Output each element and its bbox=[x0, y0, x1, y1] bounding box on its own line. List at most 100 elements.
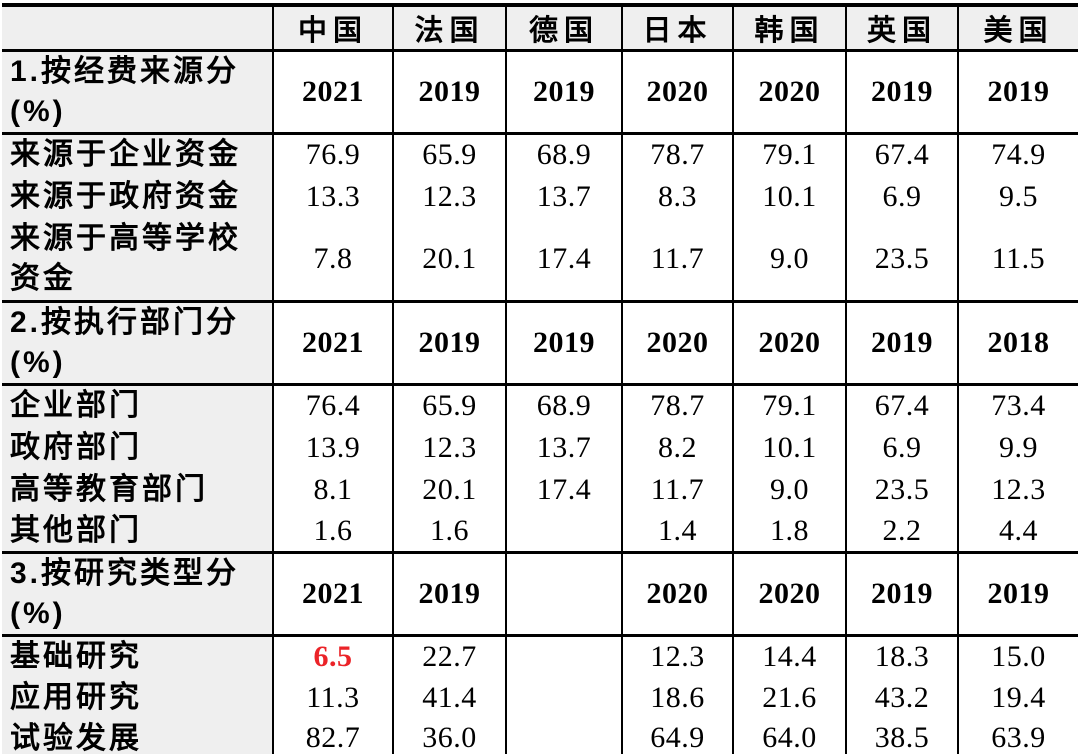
year-cell: 2020 bbox=[732, 300, 846, 386]
col-header-usa: 美国 bbox=[957, 5, 1078, 52]
year-cell: 2019 bbox=[392, 551, 506, 637]
year-cell: 2019 bbox=[957, 551, 1078, 637]
value-cell: 4.4 bbox=[957, 510, 1078, 553]
value-cell: 10.1 bbox=[732, 426, 846, 469]
value-cell: 9.5 bbox=[957, 175, 1078, 218]
value-cell: 13.7 bbox=[505, 175, 622, 218]
value-cell: 76.9 bbox=[272, 133, 393, 176]
year-cell: 2020 bbox=[621, 49, 733, 135]
year-cell: 2018 bbox=[957, 300, 1078, 386]
row-label: 企业部门 bbox=[2, 384, 273, 427]
value-cell bbox=[505, 676, 622, 719]
value-cell: 1.8 bbox=[732, 510, 846, 553]
value-cell: 64.9 bbox=[621, 718, 733, 754]
value-cell: 23.5 bbox=[845, 217, 958, 302]
section-1-title-text: 1.按经费来源分 bbox=[10, 55, 240, 89]
value-cell: 20.1 bbox=[392, 217, 506, 302]
col-header-korea: 韩国 bbox=[732, 5, 846, 52]
row-experimental-development: 试验发展 82.7 36.0 64.9 64.0 38.5 63.9 bbox=[2, 718, 1078, 754]
row-label: 试验发展 bbox=[2, 718, 273, 754]
row-label: 其他部门 bbox=[2, 510, 273, 553]
col-header-china: 中国 bbox=[272, 5, 393, 52]
rd-statistics-table: 中国 法国 德国 日本 韩国 英国 美国 1.按经费来源分 (%) 2021 2… bbox=[2, 3, 1078, 754]
corner-cell bbox=[2, 5, 273, 52]
value-cell: 8.2 bbox=[621, 426, 733, 469]
value-cell: 12.3 bbox=[392, 175, 506, 218]
year-cell: 2019 bbox=[392, 300, 506, 386]
row-label: 来源于政府资金 bbox=[2, 175, 273, 218]
year-cell: 2019 bbox=[505, 49, 622, 135]
row-basic-research: 基础研究 6.5 22.7 12.3 14.4 18.3 15.0 bbox=[2, 635, 1078, 677]
value-cell: 8.1 bbox=[272, 468, 393, 511]
row-label: 来源于高等学校资金 bbox=[2, 217, 273, 302]
value-cell: 1.6 bbox=[392, 510, 506, 553]
row-label: 基础研究 bbox=[2, 635, 273, 677]
section-3-title-unit: (%) bbox=[10, 597, 66, 630]
section-2-title-unit: (%) bbox=[10, 346, 66, 379]
value-cell: 23.5 bbox=[845, 468, 958, 511]
value-cell: 12.3 bbox=[621, 635, 733, 677]
section-3-header-row: 3.按研究类型分 (%) 2021 2019 2020 2020 2019 20… bbox=[2, 551, 1078, 637]
year-cell: 2020 bbox=[621, 300, 733, 386]
section-3-title: 3.按研究类型分 (%) bbox=[2, 551, 273, 637]
value-cell: 9.0 bbox=[732, 217, 846, 302]
value-cell: 74.9 bbox=[957, 133, 1078, 176]
value-cell: 17.4 bbox=[505, 468, 622, 511]
value-cell: 11.7 bbox=[621, 468, 733, 511]
value-cell: 9.0 bbox=[732, 468, 846, 511]
section-1-header-row: 1.按经费来源分 (%) 2021 2019 2019 2020 2020 20… bbox=[2, 49, 1078, 135]
value-cell: 2.2 bbox=[845, 510, 958, 553]
row-other-sector: 其他部门 1.6 1.6 1.4 1.8 2.2 4.4 bbox=[2, 510, 1078, 553]
value-cell bbox=[505, 635, 622, 677]
value-cell bbox=[505, 510, 622, 553]
value-cell: 63.9 bbox=[957, 718, 1078, 754]
value-cell: 1.6 bbox=[272, 510, 393, 553]
year-cell: 2019 bbox=[845, 300, 958, 386]
year-cell: 2019 bbox=[845, 49, 958, 135]
value-cell: 43.2 bbox=[845, 676, 958, 719]
value-cell: 13.3 bbox=[272, 175, 393, 218]
value-cell: 65.9 bbox=[392, 133, 506, 176]
value-cell: 21.6 bbox=[732, 676, 846, 719]
value-cell: 11.7 bbox=[621, 217, 733, 302]
value-cell: 67.4 bbox=[845, 133, 958, 176]
row-higher-education-sector: 高等教育部门 8.1 20.1 17.4 11.7 9.0 23.5 12.3 bbox=[2, 468, 1078, 511]
row-label: 应用研究 bbox=[2, 676, 273, 719]
value-cell: 19.4 bbox=[957, 676, 1078, 719]
row-applied-research: 应用研究 11.3 41.4 18.6 21.6 43.2 19.4 bbox=[2, 676, 1078, 719]
row-label: 高等教育部门 bbox=[2, 468, 273, 511]
col-header-france: 法国 bbox=[392, 5, 506, 52]
value-cell: 13.7 bbox=[505, 426, 622, 469]
section-2-title-text: 2.按执行部门分 bbox=[10, 306, 240, 340]
row-business-sector: 企业部门 76.4 65.9 68.9 78.7 79.1 67.4 73.4 bbox=[2, 384, 1078, 427]
value-cell: 78.7 bbox=[621, 133, 733, 176]
year-cell: 2020 bbox=[732, 551, 846, 637]
year-cell: 2021 bbox=[272, 551, 393, 637]
row-government-sector: 政府部门 13.9 12.3 13.7 8.2 10.1 6.9 9.9 bbox=[2, 426, 1078, 469]
value-cell: 12.3 bbox=[392, 426, 506, 469]
value-cell: 8.3 bbox=[621, 175, 733, 218]
value-cell: 68.9 bbox=[505, 133, 622, 176]
value-cell: 14.4 bbox=[732, 635, 846, 677]
year-cell: 2019 bbox=[845, 551, 958, 637]
col-header-japan: 日本 bbox=[621, 5, 733, 52]
value-cell: 79.1 bbox=[732, 384, 846, 427]
value-cell: 73.4 bbox=[957, 384, 1078, 427]
row-label: 来源于企业资金 bbox=[2, 133, 273, 176]
value-cell: 13.9 bbox=[272, 426, 393, 469]
year-cell: 2019 bbox=[505, 300, 622, 386]
year-cell bbox=[505, 551, 622, 637]
value-cell: 79.1 bbox=[732, 133, 846, 176]
value-cell: 68.9 bbox=[505, 384, 622, 427]
value-cell: 18.6 bbox=[621, 676, 733, 719]
value-cell: 15.0 bbox=[957, 635, 1078, 677]
value-cell: 20.1 bbox=[392, 468, 506, 511]
value-cell: 78.7 bbox=[621, 384, 733, 427]
value-cell: 7.8 bbox=[272, 217, 393, 302]
value-cell: 11.5 bbox=[957, 217, 1078, 302]
value-cell: 6.9 bbox=[845, 175, 958, 218]
year-cell: 2021 bbox=[272, 300, 393, 386]
value-cell: 41.4 bbox=[392, 676, 506, 719]
year-cell: 2020 bbox=[732, 49, 846, 135]
value-cell: 67.4 bbox=[845, 384, 958, 427]
